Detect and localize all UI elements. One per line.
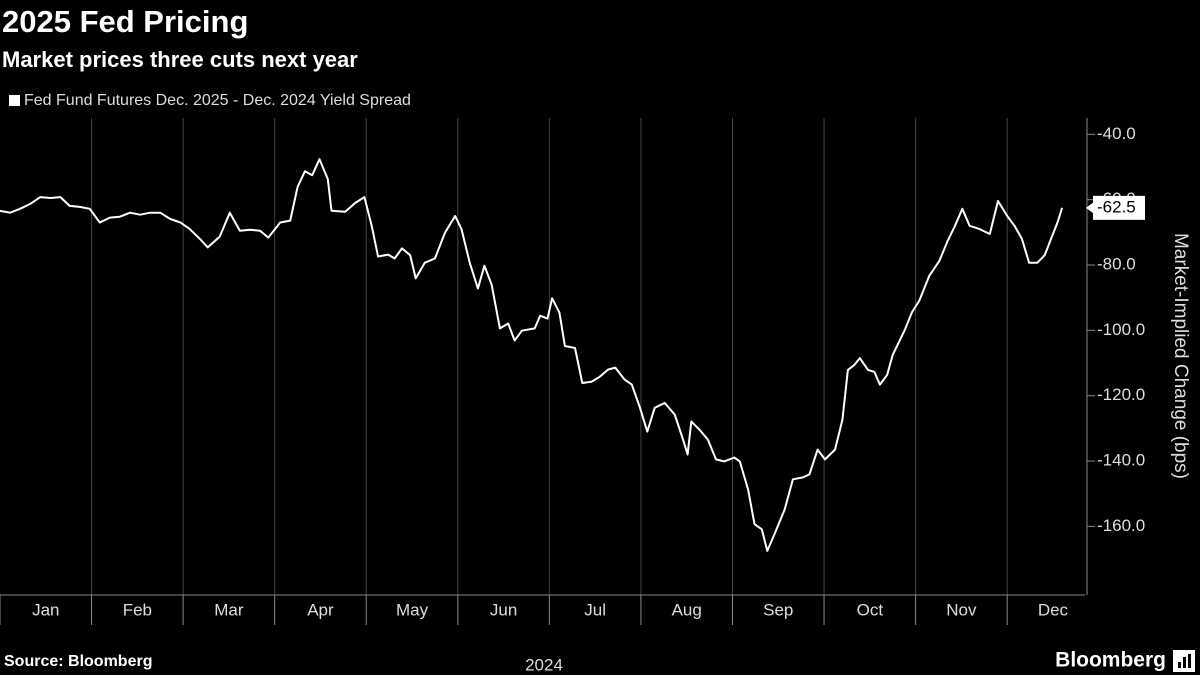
- chart-title: 2025 Fed Pricing: [2, 4, 248, 39]
- brand: Bloomberg: [1055, 649, 1166, 672]
- last-value-pointer: [1086, 201, 1094, 214]
- last-value-label: -62.5: [1097, 197, 1136, 216]
- y-tick-label: -120.0: [1097, 385, 1145, 404]
- chart-subtitle: Market prices three cuts next year: [2, 47, 358, 72]
- y-tick-label: -40.0: [1097, 124, 1136, 143]
- source: Source: Bloomberg: [4, 653, 152, 670]
- x-tick-label: Apr: [307, 600, 334, 619]
- x-tick-label: Feb: [123, 600, 152, 619]
- y-axis-label: Market-Implied Change (bps): [1170, 233, 1191, 479]
- x-tick-label: May: [396, 600, 429, 619]
- y-tick-label: -160.0: [1097, 516, 1145, 535]
- x-tick-label: Dec: [1038, 600, 1069, 619]
- legend-swatch: [9, 95, 20, 106]
- brand-icon: [1173, 650, 1195, 672]
- last-value-box: [1093, 195, 1145, 220]
- legend-label: Fed Fund Futures Dec. 2025 - Dec. 2024 Y…: [24, 92, 411, 109]
- x-axis-label: 2024: [525, 655, 563, 674]
- x-tick-label: Jul: [584, 600, 606, 619]
- y-tick-label: -140.0: [1097, 451, 1145, 470]
- x-tick-label: Oct: [857, 600, 884, 619]
- x-tick-label: Jun: [490, 600, 517, 619]
- y-tick-label: -80.0: [1097, 255, 1136, 274]
- x-tick-label: Nov: [946, 600, 977, 619]
- x-tick-label: Aug: [672, 600, 702, 619]
- y-tick-label: -100.0: [1097, 320, 1145, 339]
- x-tick-label: Sep: [763, 600, 793, 619]
- x-tick-label: Jan: [32, 600, 59, 619]
- x-tick-label: Mar: [214, 600, 244, 619]
- line: [0, 158, 1064, 552]
